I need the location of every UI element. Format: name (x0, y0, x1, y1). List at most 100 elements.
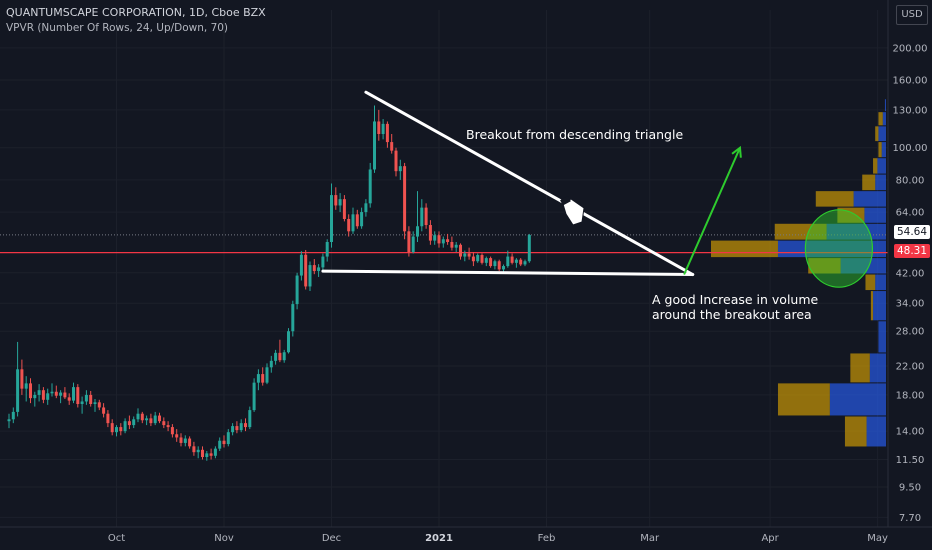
candle-body (304, 254, 308, 287)
y-tick-label: 28.00 (896, 327, 925, 338)
candle-body (476, 255, 480, 262)
candle-body (261, 374, 265, 383)
candle-body (59, 392, 63, 396)
candle-body (342, 199, 346, 219)
candle-body (385, 123, 389, 143)
candle-body (213, 448, 217, 456)
vp-down-bar (815, 191, 854, 207)
vp-up-bar (829, 383, 886, 416)
candle-body (364, 203, 368, 213)
vp-up-bar (881, 142, 886, 158)
candle-body (115, 427, 118, 433)
candle-body (291, 304, 295, 332)
candle-body (24, 383, 28, 389)
candle-body (411, 236, 415, 253)
vp-down-bar (711, 240, 778, 258)
candle-body (424, 207, 428, 226)
y-axis[interactable]: 7.70 9.50 11.50 14.00 18.00 22.00 28.00 34.00 42… (893, 43, 928, 524)
x-tick-label: May (867, 533, 888, 544)
candle-body (222, 440, 226, 445)
vp-up-bar (884, 99, 886, 112)
candle-body (226, 432, 230, 445)
volume-annotation-line1: A good Increase in volume (652, 292, 819, 307)
vp-down-bar (878, 142, 882, 158)
candle-body (493, 261, 497, 267)
candle-body (459, 244, 462, 257)
y-tick-label: 130.00 (893, 105, 928, 116)
candle-body (149, 418, 153, 424)
vp-down-bar (875, 126, 879, 142)
vp-down-bar (862, 174, 876, 191)
x-axis[interactable]: Oct Nov Dec 2021 Feb Mar Apr May (108, 533, 888, 544)
candle-body (514, 259, 518, 263)
candle-body (463, 253, 467, 257)
candle-body (37, 390, 41, 395)
candle-body (497, 261, 501, 270)
vp-up-bar (878, 321, 886, 353)
vp-up-bar (873, 291, 886, 321)
candle-body (403, 166, 407, 232)
candle-body (127, 421, 131, 426)
candle-body (394, 150, 398, 172)
currency-button[interactable]: USD (896, 5, 928, 25)
candle-body (67, 397, 71, 401)
candle-body (93, 402, 97, 405)
candle-body (252, 382, 256, 411)
price-levels (0, 234, 888, 254)
candle-body (334, 195, 338, 206)
candle-body (355, 214, 359, 227)
candle-body (278, 352, 282, 361)
candle-body (16, 369, 20, 412)
candle-body (179, 437, 183, 443)
candle-body (428, 225, 432, 241)
candle-body (102, 407, 106, 414)
axes (0, 0, 932, 528)
candle-body (510, 256, 514, 263)
symbol-legend[interactable]: QUANTUMSCAPE CORPORATION, 1D, Cboe BZX (6, 6, 266, 19)
vp-up-bar (840, 258, 886, 274)
vp-up-bar (878, 126, 886, 142)
candle-body (218, 440, 222, 449)
candle-body (502, 266, 505, 270)
candle-body (437, 235, 441, 244)
indicator-legend[interactable]: VPVR (Number Of Rows, 24, Up/Down, 70) (6, 22, 229, 34)
vp-up-bar (864, 207, 886, 223)
candle-body (170, 427, 174, 435)
candle-body (506, 256, 510, 267)
candle-body (76, 387, 80, 405)
x-tick-label: Mar (640, 533, 660, 544)
candle-body (433, 235, 437, 241)
candle-body (175, 434, 179, 438)
current-price-tag: 54.64 (894, 225, 930, 239)
vp-down-bar (774, 223, 827, 240)
candle-body (398, 166, 402, 172)
candle-body (89, 394, 93, 405)
candle-body (196, 449, 200, 453)
candle-body (248, 410, 252, 428)
candle-body (390, 142, 394, 151)
vp-down-bar (878, 112, 883, 126)
candlestick-series (7, 105, 531, 461)
candle-body (299, 254, 303, 276)
candle-body (347, 218, 351, 232)
hand-cursor-icon (560, 196, 585, 226)
candle-body (519, 259, 523, 265)
vp-down-bar (837, 207, 865, 223)
vp-down-bar (865, 274, 876, 291)
candle-body (145, 418, 149, 421)
candle-body (192, 446, 196, 453)
candle-body (416, 226, 419, 237)
vp-down-bar (850, 353, 870, 383)
candle-body (205, 453, 209, 458)
candle-body (317, 267, 321, 272)
candle-body (321, 256, 325, 268)
vp-up-bar (882, 112, 886, 126)
candle-body (527, 234, 531, 262)
candle-body (420, 207, 424, 227)
candle-body (471, 256, 475, 262)
vp-up-bar (875, 274, 886, 291)
candle-body (209, 453, 213, 456)
drawings (321, 90, 874, 288)
